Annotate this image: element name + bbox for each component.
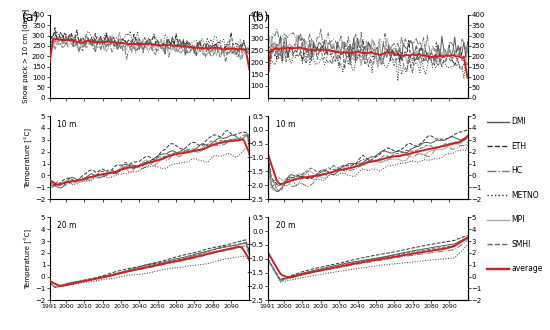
Text: (a): (a) (21, 11, 39, 24)
Text: HC: HC (512, 166, 522, 175)
Y-axis label: Temperature [°C]: Temperature [°C] (25, 128, 32, 187)
Text: MPI: MPI (512, 215, 525, 224)
Text: DMI: DMI (512, 117, 526, 126)
Text: 10 m: 10 m (58, 120, 77, 129)
Text: SMHI: SMHI (512, 240, 531, 249)
Text: average: average (512, 264, 543, 274)
Y-axis label: Temperature [°C]: Temperature [°C] (25, 229, 32, 289)
Text: 20 m: 20 m (58, 221, 77, 230)
Text: (b): (b) (252, 11, 270, 24)
Y-axis label: Snow pack > 10 cm [days]: Snow pack > 10 cm [days] (23, 9, 29, 103)
Text: ETH: ETH (512, 142, 527, 151)
Text: METNO: METNO (512, 191, 539, 200)
Text: 20 m: 20 m (276, 221, 295, 230)
Text: 10 m: 10 m (276, 120, 295, 129)
